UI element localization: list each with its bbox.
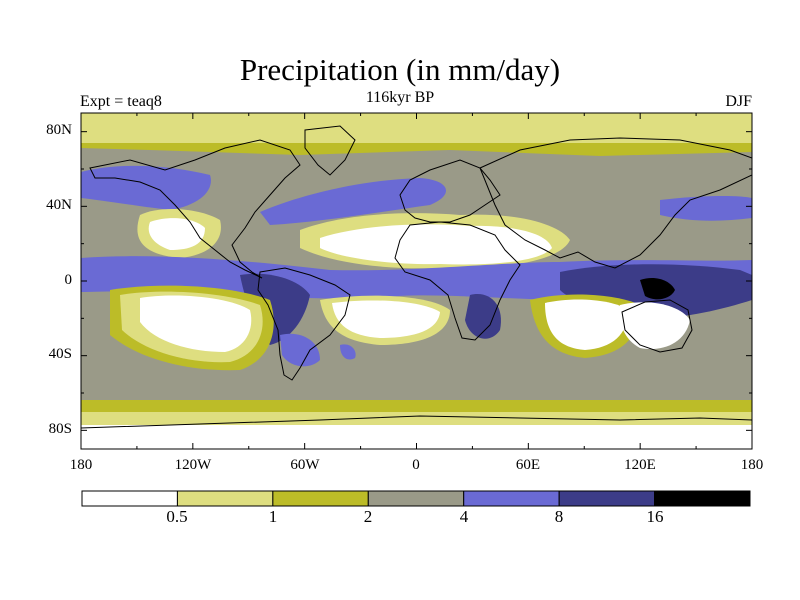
chart-subtitle: 116kyr BP xyxy=(365,89,435,106)
colorbar-swatch xyxy=(654,490,751,507)
x-tick-label: 180 xyxy=(69,457,93,473)
colorbar xyxy=(81,490,751,507)
season-label: DJF xyxy=(725,93,752,110)
y-tick-label: 40N xyxy=(46,197,72,213)
experiment-label: Expt = teaq8 xyxy=(80,93,162,110)
colorbar-label: 16 xyxy=(646,507,664,526)
chart-title: Precipitation (in mm/day) xyxy=(239,52,561,87)
colorbar-swatch xyxy=(463,490,560,507)
field-s-atlantic-wet-spot xyxy=(340,344,356,360)
field-s-atlantic-dry xyxy=(332,300,440,338)
colorbar-swatch xyxy=(81,490,178,507)
colorbar-label: 4 xyxy=(459,507,469,526)
colorbar-label: 8 xyxy=(554,507,564,526)
y-tick-label: 0 xyxy=(64,272,73,288)
colorbar-label: 2 xyxy=(363,507,373,526)
colorbar-swatch xyxy=(558,490,656,507)
coast-europe xyxy=(399,159,501,223)
coast-south-america xyxy=(257,267,351,381)
colorbar-swatch xyxy=(176,490,274,507)
y-tick-label: 80N xyxy=(46,122,72,138)
x-tick-label: 120E xyxy=(624,457,656,473)
coast-antarctica xyxy=(81,415,752,429)
field-s-america-east-wet xyxy=(280,333,320,367)
colorbar-label: 1 xyxy=(268,507,278,526)
colorbar-swatch xyxy=(272,490,369,507)
y-tick-label: 80S xyxy=(48,421,72,437)
field-maritime-continent-extreme xyxy=(640,278,675,300)
coast-africa xyxy=(394,221,521,341)
x-tick-label: 60E xyxy=(515,457,541,473)
field-nw-pacific-wet xyxy=(660,195,752,221)
field-ne-pacific-dry xyxy=(148,218,205,250)
field-southern-light xyxy=(81,412,752,428)
axis-ticks xyxy=(80,113,753,449)
colorbar-swatch xyxy=(367,490,465,507)
coast-australia xyxy=(621,299,693,353)
field-se-africa-very-wet xyxy=(465,294,501,339)
field-australia-dry xyxy=(619,302,690,350)
precipitation-field xyxy=(81,113,752,449)
y-tick-label: 40S xyxy=(48,346,72,362)
x-tick-label: 180 xyxy=(740,457,764,473)
coast-north-america xyxy=(89,139,301,279)
x-tick-label: 0 xyxy=(412,457,420,473)
field-n-pacific-wet xyxy=(81,165,211,210)
field-se-pacific-dry xyxy=(140,295,252,352)
x-tick-label: 120W xyxy=(174,457,212,473)
coast-greenland xyxy=(304,125,356,176)
field-s-indian-dry xyxy=(545,299,628,350)
colorbar-label: 0.5 xyxy=(166,507,188,526)
field-arctic-olive xyxy=(81,143,752,156)
field-n-atlantic-wet xyxy=(260,178,447,225)
x-tick-label: 60W xyxy=(290,457,320,473)
coastlines xyxy=(81,125,752,429)
coast-asia xyxy=(479,137,752,269)
